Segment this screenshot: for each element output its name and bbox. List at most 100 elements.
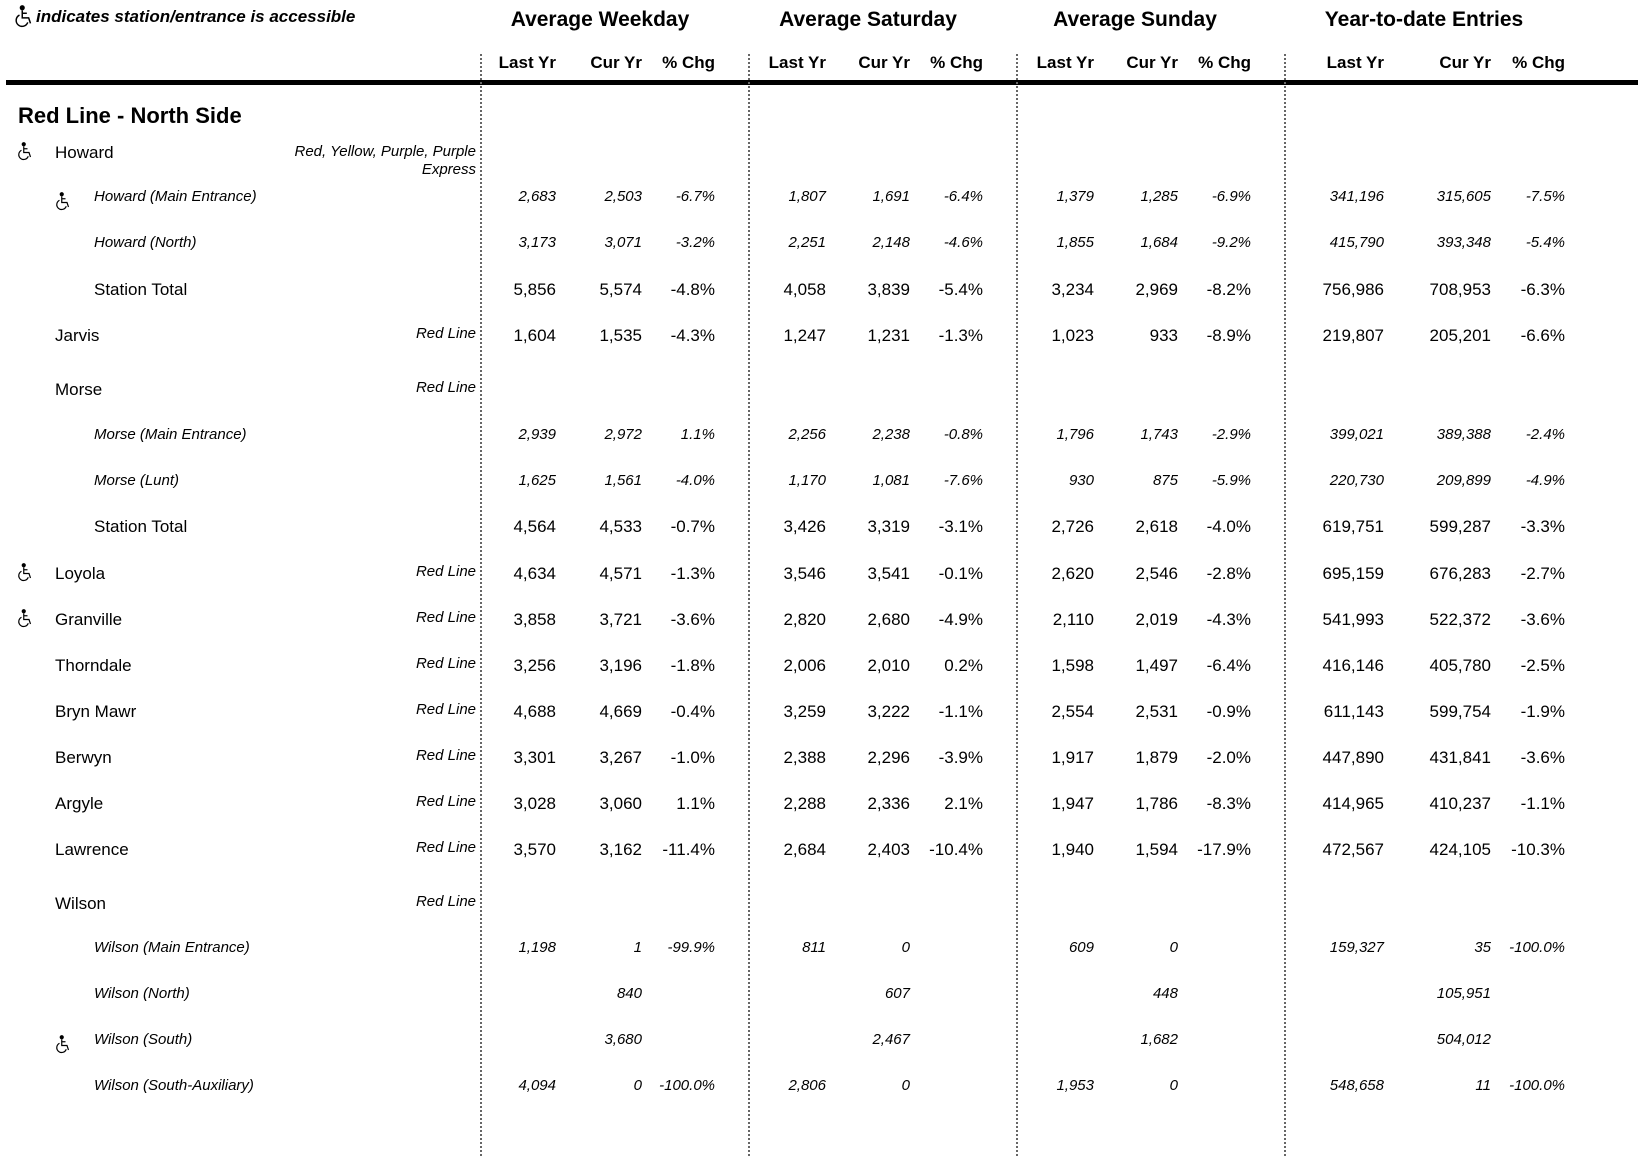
data-cell: 3,234	[1051, 280, 1094, 299]
data-cell: 619,751	[1322, 517, 1384, 536]
data-cell: 159,327	[1329, 939, 1384, 956]
data-cell: -3.6%	[1520, 610, 1565, 629]
data-cell: 504,012	[1436, 1031, 1491, 1048]
data-cell: 3,060	[599, 794, 642, 813]
data-cell: 4,688	[513, 702, 556, 721]
data-cell: 4,564	[513, 517, 556, 536]
data-cell: 3,071	[604, 234, 642, 251]
data-cell: 1,879	[1135, 748, 1178, 767]
data-cell: 2,288	[783, 794, 826, 813]
data-cell: 11	[1475, 1077, 1491, 1094]
data-cell: 3,546	[783, 564, 826, 583]
data-cell: -4.0%	[1206, 517, 1251, 536]
column-subheader: % Chg	[1512, 53, 1565, 72]
data-cell: 676,283	[1429, 564, 1491, 583]
data-cell: -4.3%	[1206, 610, 1251, 629]
data-cell: 315,605	[1436, 188, 1491, 205]
data-cell: 3,028	[513, 794, 556, 813]
data-cell: 2,680	[867, 610, 910, 629]
station-lines: Red Line	[415, 655, 476, 672]
data-cell: 105,951	[1436, 985, 1491, 1002]
data-cell: 609	[1068, 939, 1094, 956]
data-cell: 35	[1474, 939, 1491, 956]
data-cell: 5,856	[513, 280, 556, 299]
station-lines: Red Line	[415, 793, 476, 810]
data-cell: 424,105	[1429, 840, 1491, 859]
station-name: Bryn Mawr	[55, 702, 137, 721]
data-cell: -0.8%	[943, 426, 983, 443]
column-subheader: Last Yr	[1326, 53, 1384, 72]
data-cell: 1,684	[1140, 234, 1178, 251]
data-cell: 2,388	[783, 748, 826, 767]
data-cell: -2.9%	[1211, 426, 1251, 443]
data-cell: 2,403	[867, 840, 910, 859]
data-cell: -6.4%	[1206, 656, 1251, 675]
data-cell: 4,094	[518, 1077, 556, 1094]
data-cell: 811	[802, 939, 826, 956]
data-cell: 2,554	[1051, 702, 1094, 721]
data-cell: -4.8%	[670, 280, 715, 299]
data-cell: 3,858	[513, 610, 556, 629]
data-cell: -3.1%	[938, 517, 983, 536]
data-cell: -0.1%	[938, 564, 983, 583]
data-cell: 3,301	[513, 748, 556, 767]
data-cell: -6.7%	[675, 188, 715, 205]
data-cell: 205,201	[1429, 326, 1491, 345]
data-cell: 416,146	[1322, 656, 1384, 675]
data-cell: 1,940	[1051, 840, 1094, 859]
data-cell: 2,972	[604, 426, 642, 443]
data-cell: 2,684	[783, 840, 826, 859]
data-cell: 1,535	[599, 326, 642, 345]
data-cell: -6.9%	[1211, 188, 1251, 205]
data-cell: 1,497	[1135, 656, 1178, 675]
data-cell: 1,198	[518, 939, 556, 956]
data-cell: -1.3%	[670, 564, 715, 583]
data-cell: -2.0%	[1206, 748, 1251, 767]
data-cell: 3,256	[513, 656, 556, 675]
station-name: Lawrence	[55, 840, 129, 859]
data-cell: 607	[884, 985, 910, 1002]
column-group-header: Year-to-date Entries	[1324, 8, 1524, 31]
data-cell: 1.1%	[680, 426, 715, 443]
column-subheader: % Chg	[930, 53, 983, 72]
data-cell: 0	[1169, 1077, 1178, 1094]
data-cell: 1,170	[788, 472, 826, 489]
data-cell: 0	[1169, 939, 1178, 956]
data-cell: -4.0%	[675, 472, 715, 489]
data-cell: 599,287	[1429, 517, 1491, 536]
data-cell: -5.9%	[1211, 472, 1251, 489]
wheelchair-icon	[55, 1034, 73, 1054]
data-cell: 2,820	[783, 610, 826, 629]
data-cell: 219,807	[1322, 326, 1384, 345]
entrance-name: Wilson (South)	[94, 1031, 193, 1048]
data-cell: 2,969	[1135, 280, 1178, 299]
data-cell: -2.4%	[1525, 426, 1565, 443]
data-cell: 2,546	[1135, 564, 1178, 583]
data-cell: 220,730	[1329, 472, 1384, 489]
wheelchair-icon	[17, 562, 35, 582]
data-cell: 611,143	[1323, 702, 1384, 721]
data-cell: -100.0%	[1509, 939, 1565, 956]
station-name: Berwyn	[55, 748, 112, 767]
data-cell: 2,148	[872, 234, 910, 251]
data-cell: 0	[901, 939, 910, 956]
data-cell: 3,680	[604, 1031, 642, 1048]
data-cell: 2,806	[788, 1077, 826, 1094]
legend-text: indicates station/entrance is accessible	[36, 7, 356, 26]
data-cell: -3.6%	[1520, 748, 1565, 767]
data-cell: 0	[901, 1077, 910, 1094]
station-lines: Red Line	[415, 701, 476, 718]
data-cell: -3.2%	[675, 234, 715, 251]
data-cell: 1,786	[1135, 794, 1178, 813]
station-name: Thorndale	[55, 656, 132, 675]
data-cell: 2,726	[1051, 517, 1094, 536]
data-cell: 3,541	[867, 564, 910, 583]
data-cell: 4,533	[599, 517, 642, 536]
station-lines: Red, Yellow, Purple, Purple Express	[294, 143, 476, 178]
station-total-label: Station Total	[94, 280, 188, 299]
wheelchair-icon	[55, 191, 73, 211]
data-cell: 393,348	[1436, 234, 1491, 251]
data-cell: 2,531	[1135, 702, 1178, 721]
data-cell: 2,296	[867, 748, 910, 767]
data-cell: 447,890	[1322, 748, 1384, 767]
